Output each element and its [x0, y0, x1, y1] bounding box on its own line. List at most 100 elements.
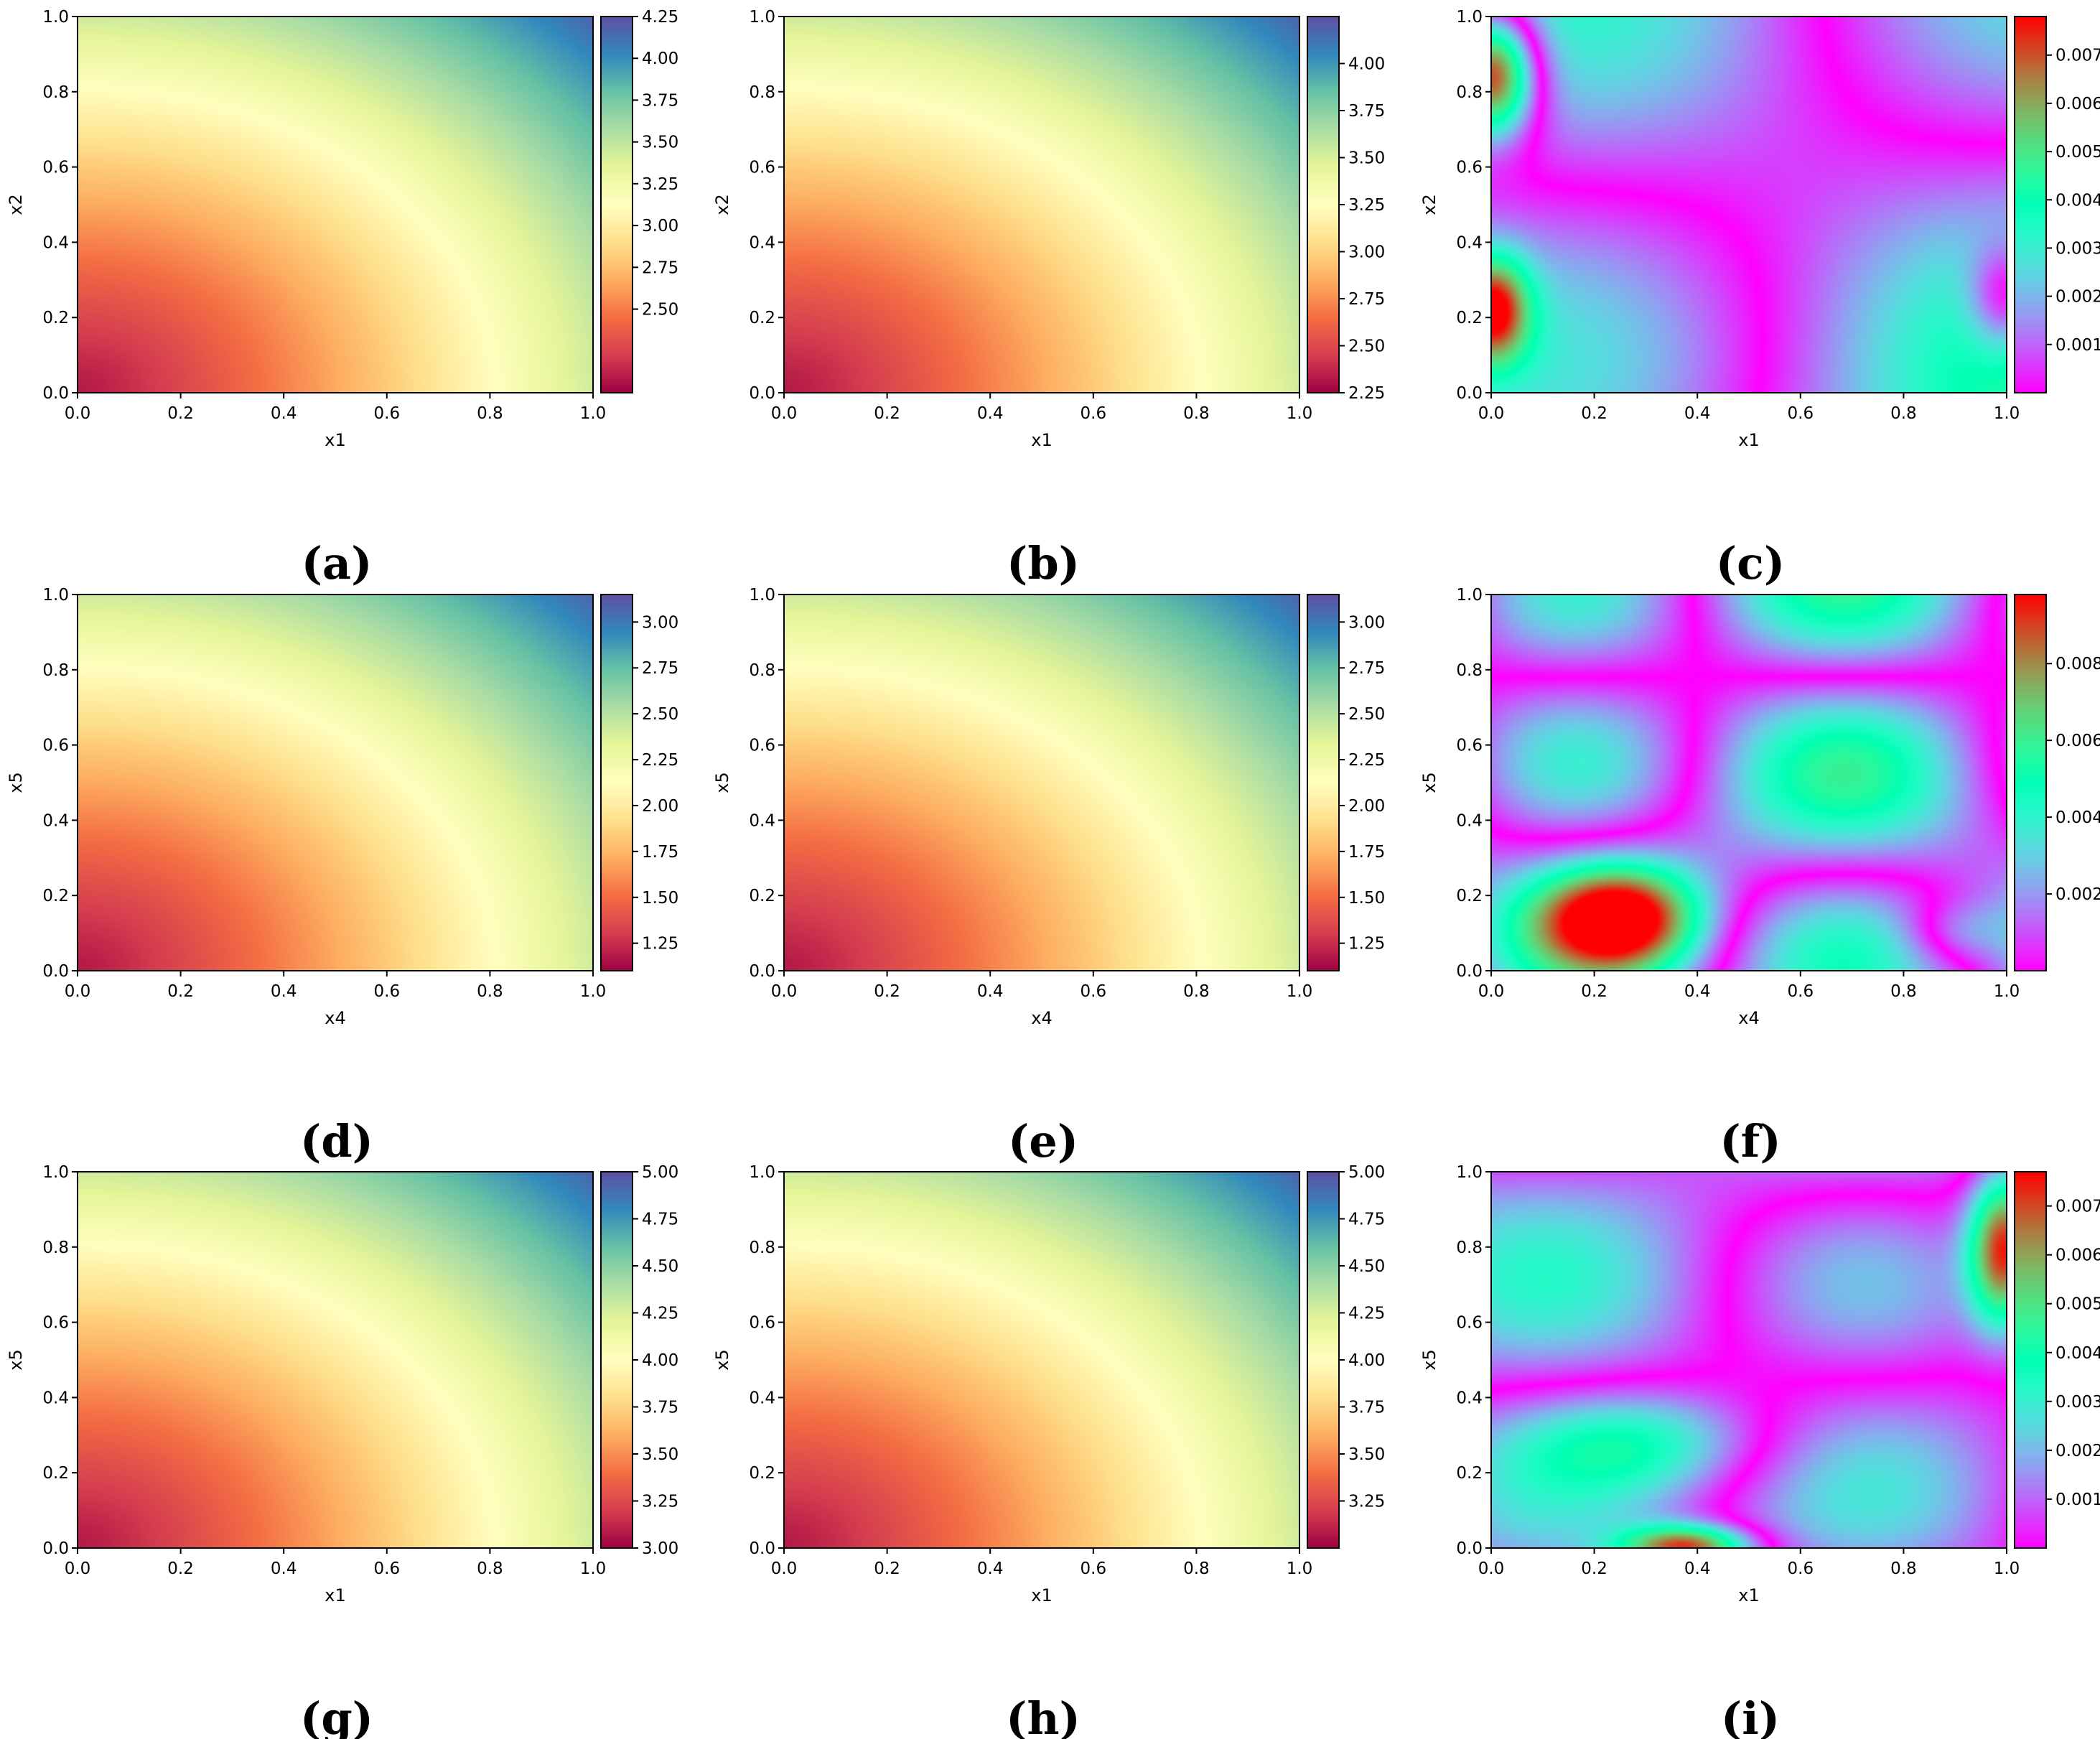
colorbar — [2014, 1171, 2047, 1549]
x-axis-label: x4 — [325, 1008, 345, 1028]
colorbar-tick-label: 3.50 — [1348, 1445, 1385, 1464]
panel-e: 0.0 0.2 0.4 0.6 0.8 1.0 0.0 0.2 0.4 0.6 0.8 1.0 x4 x5… — [712, 586, 1385, 1167]
x-tick-label: 0.8 — [477, 982, 503, 1001]
x-tick-label: 0.4 — [271, 982, 297, 1001]
colorbar-tick-label: 4.50 — [1348, 1257, 1385, 1276]
heatmap-image — [784, 595, 1299, 971]
y-tick-label: 0.4 — [42, 811, 69, 830]
x-tick-label: 1.0 — [580, 404, 607, 423]
x-tick-label: 0.0 — [771, 1559, 798, 1578]
panel-caption: (i) — [1721, 1692, 1780, 1739]
y-tick-label: 0.2 — [1456, 887, 1483, 905]
x-tick-label: 0.0 — [1478, 404, 1505, 423]
x-tick-label: 1.0 — [1287, 1559, 1313, 1578]
x-tick-label: 0.2 — [1581, 404, 1607, 423]
y-tick-label: 0.2 — [749, 309, 775, 327]
x-tick-label: 0.6 — [1081, 982, 1107, 1001]
heatmap-image — [78, 595, 593, 971]
colorbar-tick-label: 2.75 — [1348, 290, 1385, 309]
colorbar-tick-label: 2.50 — [642, 705, 678, 724]
x-tick-label: 0.6 — [1081, 404, 1107, 423]
y-tick-label: 0.4 — [749, 811, 775, 830]
y-tick-label: 0.6 — [1456, 1314, 1483, 1333]
y-tick-label: 0.2 — [42, 887, 69, 905]
colorbar-tick-label: 4.00 — [1348, 1351, 1385, 1370]
plot-frame — [1490, 16, 2007, 393]
colorbar-tick-label: 0.003 — [2055, 239, 2100, 258]
colorbar-tick-label: 0.006 — [2055, 95, 2100, 113]
plot-frame — [783, 594, 1300, 971]
colorbar-tick-label: 3.50 — [642, 1445, 678, 1464]
y-tick-label: 0.2 — [42, 1464, 69, 1483]
panel-b: 0.0 0.2 0.4 0.6 0.8 1.0 0.0 0.2 0.4 0.6 0.8 1.0 x1 x2… — [712, 8, 1385, 589]
x-axis-label: x4 — [1738, 1008, 1759, 1028]
x-tick-label: 0.2 — [167, 982, 194, 1001]
x-tick-label: 0.4 — [1684, 982, 1711, 1001]
x-axis-label: x1 — [1738, 1585, 1759, 1605]
colorbar-tick-label: 0.002 — [2055, 885, 2100, 904]
x-tick-label: 0.2 — [167, 404, 194, 423]
colorbar-tick-label: 2.50 — [642, 301, 678, 320]
x-tick-label: 0.6 — [1081, 1559, 1107, 1578]
y-tick-label: 1.0 — [1456, 1163, 1483, 1182]
y-axis-label: x5 — [712, 772, 732, 793]
y-axis-label: x5 — [712, 1349, 732, 1370]
x-tick-label: 0.8 — [1890, 1559, 1917, 1578]
y-tick-label: 0.6 — [1456, 159, 1483, 177]
colorbar-tick-label: 3.75 — [1348, 102, 1385, 121]
panel-c: 0.0 0.2 0.4 0.6 0.8 1.0 0.0 0.2 0.4 0.6 0.8 1.0 x1 x2… — [1419, 8, 2100, 589]
y-tick-label: 0.8 — [42, 1239, 69, 1257]
plot-frame — [783, 16, 1300, 393]
colorbar-tick-label: 1.25 — [642, 935, 678, 954]
y-tick-label: 0.0 — [749, 1539, 775, 1558]
x-tick-label: 1.0 — [1287, 982, 1313, 1001]
panel-caption: (g) — [300, 1692, 373, 1739]
colorbar-tick-label: 2.75 — [1348, 659, 1385, 678]
x-tick-label: 0.6 — [1788, 404, 1814, 423]
x-tick-label: 0.2 — [1581, 1559, 1607, 1578]
x-tick-label: 0.0 — [1478, 1559, 1505, 1578]
colorbar-tick-label: 0.008 — [2055, 655, 2100, 673]
y-axis-label: x5 — [6, 1349, 26, 1370]
y-tick-label: 0.6 — [1456, 737, 1483, 755]
x-axis-label: x1 — [325, 430, 345, 450]
y-tick-label: 1.0 — [749, 1163, 775, 1182]
plot-frame — [77, 1171, 594, 1549]
x-tick-label: 1.0 — [1994, 404, 2020, 423]
colorbar-tick-label: 3.00 — [1348, 243, 1385, 262]
x-tick-label: 1.0 — [580, 1559, 607, 1578]
panel-caption: (c) — [1716, 537, 1785, 589]
x-tick-label: 0.2 — [1581, 982, 1607, 1001]
y-tick-label: 0.4 — [749, 233, 775, 252]
x-tick-label: 0.0 — [771, 982, 798, 1001]
y-tick-label: 0.8 — [749, 1239, 775, 1257]
x-axis-label: x4 — [1031, 1008, 1052, 1028]
x-tick-label: 0.0 — [1478, 982, 1505, 1001]
x-tick-label: 0.4 — [977, 404, 1004, 423]
colorbar-tick-label: 0.003 — [2055, 1393, 2100, 1412]
colorbar-tick-label: 0.005 — [2055, 143, 2100, 162]
colorbar-tick-label: 4.50 — [642, 1257, 678, 1276]
colorbar-tick-label: 0.002 — [2055, 288, 2100, 307]
colorbar-tick-label: 4.75 — [1348, 1211, 1385, 1229]
x-tick-label: 0.6 — [374, 1559, 401, 1578]
x-tick-label: 1.0 — [1994, 1559, 2020, 1578]
colorbar-tick-label: 3.00 — [642, 1539, 678, 1558]
y-tick-label: 0.2 — [749, 887, 775, 905]
x-tick-label: 0.2 — [874, 404, 900, 423]
x-tick-label: 0.8 — [1183, 1559, 1210, 1578]
colorbar-tick-label: 4.25 — [642, 1305, 678, 1323]
x-tick-label: 0.4 — [271, 1559, 297, 1578]
x-tick-label: 0.4 — [977, 982, 1004, 1001]
colorbar-tick-label: 2.25 — [642, 751, 678, 770]
colorbar-tick-label: 4.00 — [642, 50, 678, 68]
y-tick-label: 0.0 — [42, 962, 69, 981]
y-tick-label: 0.6 — [749, 737, 775, 755]
y-tick-label: 0.8 — [1456, 661, 1483, 680]
y-tick-label: 0.2 — [1456, 309, 1483, 327]
y-tick-label: 1.0 — [42, 1163, 69, 1182]
colorbar-tick-label: 0.007 — [2055, 1198, 2100, 1216]
y-tick-label: 0.4 — [1456, 811, 1483, 830]
panel-f: 0.0 0.2 0.4 0.6 0.8 1.0 0.0 0.2 0.4 0.6 0.8 1.0 x4 x5… — [1419, 586, 2100, 1167]
